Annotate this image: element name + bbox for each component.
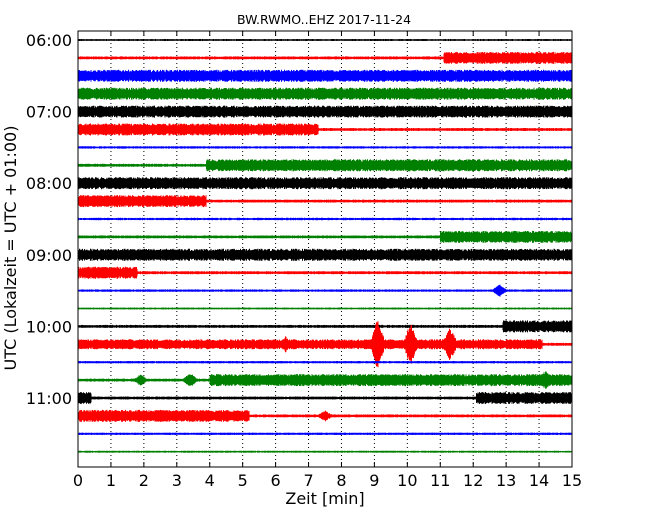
x-tick-label: 1 [106,471,116,490]
x-tick-label: 3 [172,471,182,490]
trace-line [77,217,573,221]
x-tick-label: 5 [238,471,248,490]
y-tick-label: 09:00 [26,246,72,265]
x-tick-label: 2 [139,471,149,490]
x-tick-label: 13 [496,471,516,490]
y-tick-label: 06:00 [26,31,72,50]
trace-line [77,248,573,261]
x-tick-label: 14 [529,471,549,490]
y-tick-label: 11:00 [26,389,72,408]
x-tick-label: 6 [271,471,281,490]
x-tick-label: 9 [369,471,379,490]
y-tick-label: 10:00 [26,317,72,336]
x-axis-label: Zeit [min] [285,489,364,508]
trace-line [77,307,573,310]
plot-frame [77,30,573,468]
trace-line [77,146,573,149]
x-tick-label: 7 [303,471,313,490]
y-tick-label: 08:00 [26,174,72,193]
x-tick-label: 0 [73,471,83,490]
x-tick-label: 11 [430,471,450,490]
x-tick-label: 10 [397,471,417,490]
chart-title: BW.RWMO..EHZ 2017-11-24 [237,12,411,27]
trace-line [77,39,573,41]
y-axis-label: UTC (Lokalzeit = UTC + 01:00) [1,126,20,371]
x-tick-label: 4 [205,471,215,490]
trace-line [77,69,573,82]
y-axis-ticks: 06:00 07:00 08:00 09:00 10:00 11:00 [26,31,572,408]
x-tick-label: 15 [562,471,582,490]
y-tick-label: 07:00 [26,103,72,122]
x-axis-ticks: 0 1 2 3 4 5 6 7 8 9 10 11 12 13 14 15 [73,31,582,490]
trace-line [77,361,573,364]
trace-line [77,177,573,190]
grid-lines [78,31,572,467]
trace-line [77,105,573,118]
x-tick-label: 8 [336,471,346,490]
x-tick-label: 12 [463,471,483,490]
trace-line [77,450,573,453]
trace-line [77,87,573,100]
